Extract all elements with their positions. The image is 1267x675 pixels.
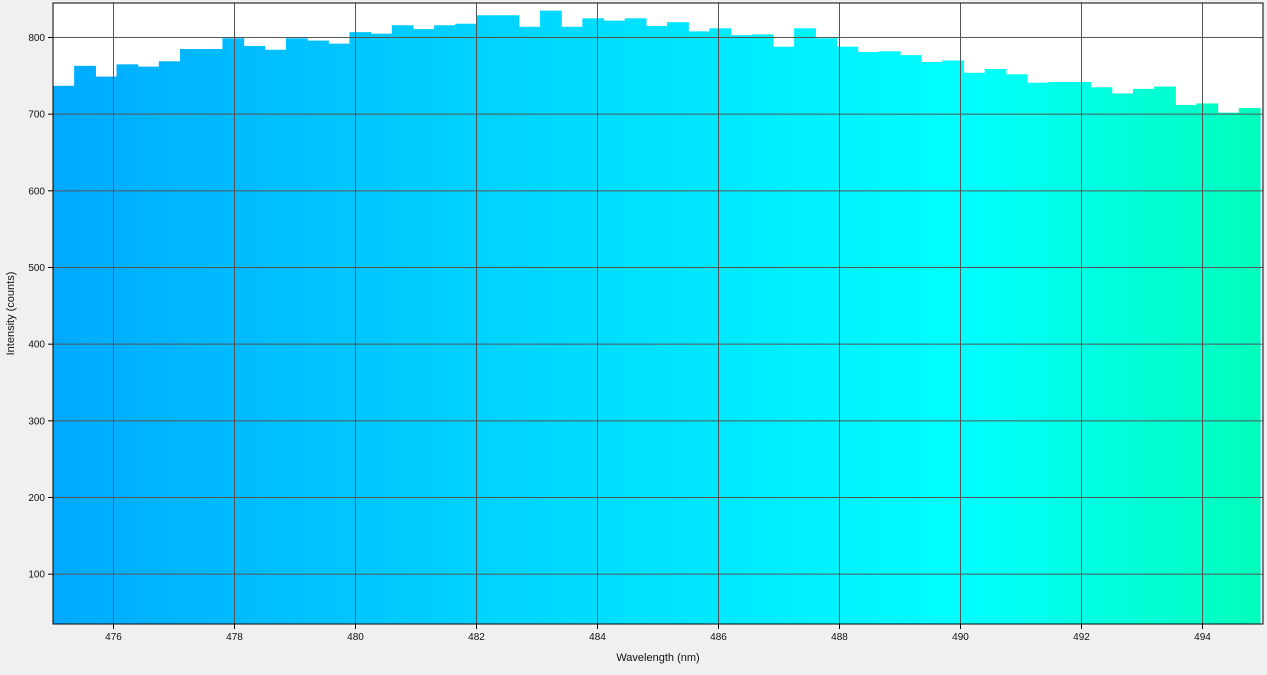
bar [878,51,901,624]
bar [794,28,816,624]
bar [1154,86,1176,624]
bar [688,31,711,624]
y-tick-label: 400 [28,340,45,351]
bar [730,35,753,624]
x-tick-label: 488 [831,632,848,643]
bar [772,46,795,624]
bar [624,18,647,624]
bar [349,32,372,624]
gridlines [53,3,1263,624]
bar [900,55,922,624]
bar [518,26,541,624]
bar [857,52,880,624]
x-tick-label: 494 [1194,632,1211,643]
bar [561,26,583,624]
y-tick-label: 500 [28,263,45,274]
bar [1111,93,1134,624]
x-tick-label: 486 [710,632,727,643]
bar [1069,81,1092,624]
plot-frame [52,2,1264,625]
y-tick-label: 200 [28,493,45,504]
bar [1238,108,1261,624]
bar [476,15,499,624]
x-axis: 476 478 480 482 484 486 488 490 492 494 [105,624,1211,643]
bar [243,45,266,624]
bar [603,20,626,624]
bar [1175,104,1198,624]
x-tick-label: 478 [226,632,243,643]
bar [201,49,223,624]
y-tick-label: 800 [28,33,45,44]
bar [497,15,520,624]
bar [264,49,287,624]
bar [667,22,689,624]
bar [1048,81,1070,624]
bar [95,76,118,624]
x-tick-label: 480 [347,632,364,643]
bar [53,85,75,624]
bar [391,25,414,624]
bar [942,60,965,624]
bar [921,62,943,624]
x-tick-label: 476 [105,632,122,643]
bar [158,61,181,624]
y-tick-label: 700 [28,110,45,121]
x-axis-label: Wavelength (nm) [616,652,699,664]
bar [1090,87,1113,624]
bar [1217,112,1240,624]
bar [709,28,732,624]
bar [455,23,478,624]
bar [582,18,605,624]
x-tick-label: 492 [1073,632,1090,643]
bar [751,34,774,624]
bar [74,65,96,624]
bar [1027,82,1049,624]
x-tick-label: 482 [468,632,485,643]
bar [963,72,986,624]
y-axis: 100 200 300 400 500 600 700 800 [28,33,53,581]
y-tick-label: 100 [28,570,45,581]
bar [1196,103,1219,624]
bar [1132,88,1155,624]
bar [328,43,351,624]
bar [370,33,393,624]
bar [137,66,160,624]
y-tick-label: 300 [28,416,45,427]
bar [307,40,329,624]
x-tick-label: 484 [589,632,606,643]
y-axis-label: Intensity (counts) [5,272,17,356]
bar [412,29,435,624]
bar [540,10,562,624]
bar [222,38,245,624]
bar [180,49,202,624]
bar [285,38,308,624]
bar [434,25,456,624]
bar [1005,74,1028,624]
bar [645,26,668,624]
x-tick-label: 490 [952,632,969,643]
bar [815,38,838,624]
y-tick-label: 600 [28,186,45,197]
bar [984,68,1007,624]
